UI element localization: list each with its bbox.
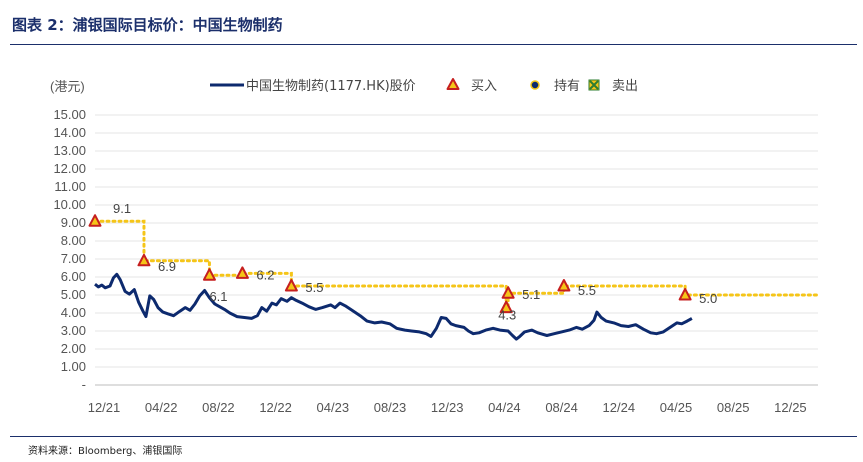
x-tick-label: 12/23	[431, 400, 464, 415]
y-tick-label: 10.00	[53, 197, 86, 212]
source-note: 资料来源：Bloomberg、浦银国际	[28, 446, 183, 457]
legend-label-buy: 买入	[471, 79, 497, 94]
buy-marker	[501, 286, 515, 299]
x-tick-label: 04/24	[488, 400, 521, 415]
x-tick-label: 08/23	[374, 400, 407, 415]
x-tick-label: 12/24	[603, 400, 636, 415]
target-price-label: 9.1	[113, 201, 131, 216]
y-tick-label: 3.00	[61, 323, 86, 338]
x-tick-label: 04/25	[660, 400, 693, 415]
x-tick-label: 12/21	[88, 400, 121, 415]
legend-label-hold: 持有	[554, 79, 580, 94]
target-price-label: 5.5	[305, 280, 323, 295]
y-tick-label: 8.00	[61, 233, 86, 248]
buy-marker	[202, 268, 216, 281]
y-tick-label: 5.00	[61, 287, 86, 302]
price-line	[94, 272, 693, 341]
x-tick-label: 08/22	[202, 400, 235, 415]
target-price-label: 6.1	[209, 289, 227, 304]
buy-marker	[88, 214, 102, 227]
buy-marker	[499, 300, 513, 314]
title-divider	[10, 44, 857, 45]
target-price-label: 5.5	[578, 283, 596, 298]
x-tick-label: 08/25	[717, 400, 750, 415]
target-price-label: 6.9	[158, 259, 176, 274]
buy-marker	[678, 288, 692, 301]
y-tick-label: 1.00	[61, 359, 86, 374]
target-price-label: 6.2	[256, 267, 274, 282]
target-price-label: 5.1	[522, 287, 540, 302]
legend-label-price: 中国生物制药(1177.HK)股价	[246, 79, 416, 94]
buy-marker	[137, 253, 151, 267]
target-price-line	[93, 219, 820, 310]
legend-hold-circle-icon	[530, 80, 540, 90]
x-tick-label: 12/22	[259, 400, 292, 415]
y-tick-label: 2.00	[61, 341, 86, 356]
target-price-label: 4.3	[498, 308, 516, 323]
buy-marker	[284, 279, 298, 292]
legend-label-sell: 卖出	[612, 79, 638, 94]
source-divider	[10, 436, 857, 437]
x-tick-label: 04/23	[317, 400, 350, 415]
y-tick-label: 7.00	[61, 251, 86, 266]
y-tick-label: 14.00	[53, 125, 86, 140]
y-tick-label: -	[82, 377, 86, 392]
x-tick-label: 08/24	[545, 400, 578, 415]
buy-marker	[557, 279, 571, 292]
legend-buy-triangle-icon	[446, 78, 460, 90]
y-axis-unit: (港元)	[50, 79, 85, 94]
y-tick-label: 15.00	[53, 107, 86, 122]
y-tick-label: 9.00	[61, 215, 86, 230]
y-tick-label: 6.00	[61, 269, 86, 284]
y-tick-label: 13.00	[53, 143, 86, 158]
legend-sell-x-icon	[589, 80, 599, 90]
y-tick-label: 11.00	[54, 179, 86, 194]
x-tick-label: 12/25	[774, 400, 807, 415]
target-price-label: 5.0	[699, 291, 717, 306]
chart-title: 图表 2：浦银国际目标价：中国生物制药	[12, 16, 283, 34]
buy-marker	[235, 266, 249, 279]
x-tick-label: 04/22	[145, 400, 178, 415]
y-tick-label: 12.00	[53, 161, 86, 176]
y-tick-label: 4.00	[61, 305, 86, 320]
